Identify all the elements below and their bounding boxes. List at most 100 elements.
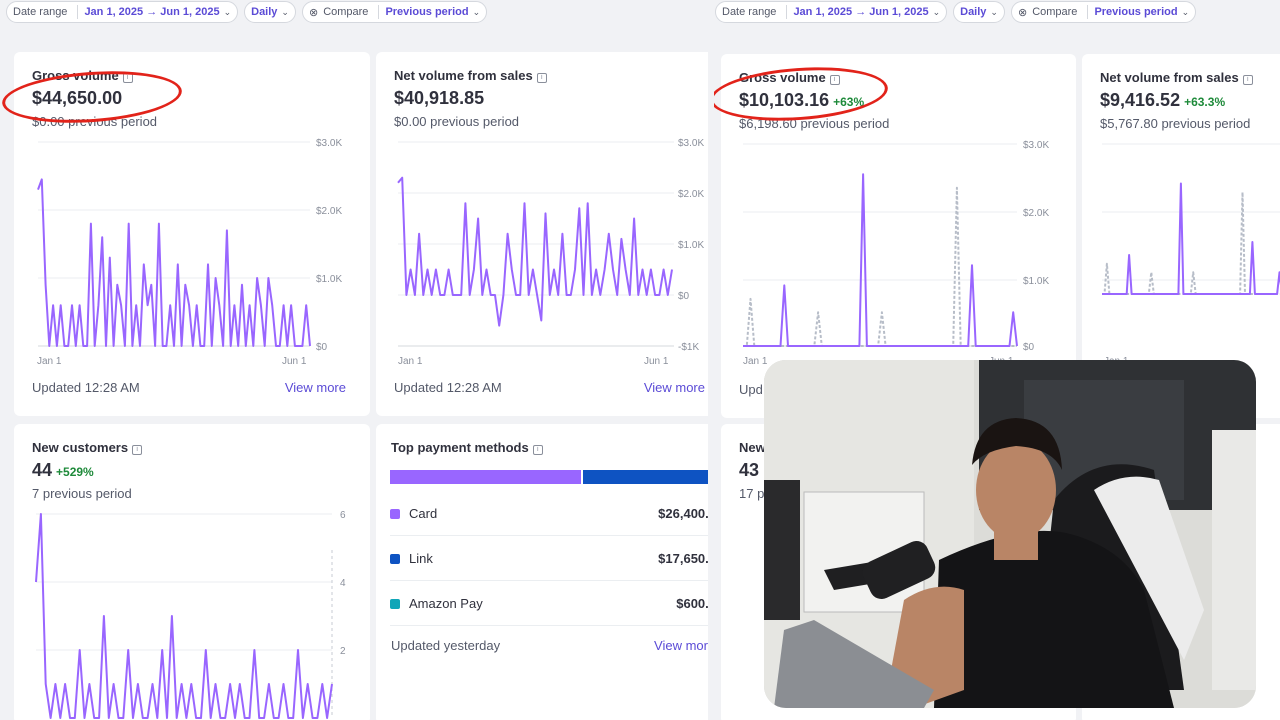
new-customers-card[interactable]: New customers i 44 +529% 7 previous period… bbox=[14, 424, 370, 720]
change-badge: +63% bbox=[833, 95, 865, 109]
change-badge: +529% bbox=[56, 465, 94, 479]
x-tick-label: Jun 1 bbox=[282, 356, 307, 367]
y-tick-label: $1.0K bbox=[316, 274, 342, 285]
date-range-filter[interactable]: Date range Jan 1, 2025 → Jun 1, 2025 ⌄ bbox=[715, 1, 948, 23]
payment-method-row[interactable]: Amazon Pay $600.0 bbox=[390, 582, 708, 626]
compare-filter[interactable]: ⊗ Compare Previous period ⌄ bbox=[1010, 1, 1197, 23]
series-polyline bbox=[743, 173, 1018, 347]
new-customers-value: 43 bbox=[739, 460, 760, 480]
card-title: New customers i bbox=[32, 440, 143, 455]
series-line bbox=[397, 176, 673, 327]
chevron-down-icon: ⌄ bbox=[932, 6, 941, 17]
info-icon[interactable]: i bbox=[132, 445, 143, 455]
interval-filter[interactable]: Daily ⌄ bbox=[953, 1, 1005, 23]
y-tick-label: $3.0K bbox=[678, 138, 704, 149]
interval-value: Daily bbox=[251, 6, 278, 18]
x-tick-label: Jun 1 bbox=[644, 356, 669, 367]
gross-volume-chart: $3.0K $2.0K $1.0K $0 Jan 1 Jun 1 bbox=[743, 140, 1049, 367]
interval-filter[interactable]: Daily ⌄ bbox=[244, 1, 296, 23]
compare-filter[interactable]: ⊗ Compare Previous period ⌄ bbox=[301, 1, 488, 23]
compare-label: Compare bbox=[323, 6, 369, 18]
info-icon[interactable]: i bbox=[1242, 75, 1253, 85]
y-tick-label: $2.0K bbox=[316, 206, 342, 217]
y-tick-label: -$1K bbox=[678, 342, 699, 353]
y-tick-label: 6 bbox=[340, 510, 346, 521]
compare-label: Compare bbox=[1032, 6, 1078, 18]
payment-method-row[interactable]: Link $17,650.0 bbox=[390, 537, 708, 581]
presenter-photo bbox=[764, 360, 1256, 708]
series-line bbox=[35, 513, 333, 719]
gross-volume-chart: $3.0K $2.0K $1.0K $0 Jan 1 Jun 1 bbox=[37, 138, 342, 367]
previous-period-text: 17 p bbox=[739, 486, 765, 501]
series-line bbox=[1102, 182, 1280, 295]
gross-volume-card[interactable]: Gross volume i $44,650.00 $0.00 previous … bbox=[14, 52, 370, 416]
series-line bbox=[743, 173, 1018, 347]
x-tick-label: Jan 1 bbox=[743, 356, 768, 367]
method-name: Amazon Pay bbox=[409, 596, 483, 611]
clear-circle-icon[interactable]: ⊗ bbox=[1017, 6, 1028, 19]
link-color-swatch bbox=[390, 553, 400, 564]
date-range-label: Date range bbox=[722, 6, 777, 18]
new-customers-value: 44 +529% bbox=[32, 460, 94, 480]
card-title: Net volume from sales i bbox=[394, 68, 547, 83]
view-more-link[interactable]: View more bbox=[643, 380, 705, 395]
y-tick-label: $0 bbox=[1023, 342, 1035, 353]
compare-value: Previous period bbox=[1094, 6, 1178, 18]
card-color-swatch bbox=[390, 508, 400, 519]
payment-method-row[interactable]: Card $26,400.0 bbox=[390, 492, 708, 536]
view-more-link[interactable]: View more bbox=[284, 380, 346, 395]
date-range-value: Jan 1, 2025 → Jun 1, 2025 bbox=[793, 6, 929, 18]
date-range-filter[interactable]: Date range Jan 1, 2025 → Jun 1, 2025 ⌄ bbox=[6, 1, 239, 23]
card-title: Net volume from sales i bbox=[1100, 70, 1253, 85]
y-tick-label: $3.0K bbox=[316, 138, 342, 149]
previous-period-text: $0.00 previous period bbox=[394, 114, 520, 129]
chevron-down-icon: ⌄ bbox=[472, 6, 481, 17]
webcam-overlay bbox=[764, 360, 1256, 708]
card-share-segment bbox=[390, 470, 581, 484]
info-icon[interactable]: i bbox=[122, 73, 133, 83]
change-badge: +63.3% bbox=[1184, 95, 1226, 109]
method-amount: $17,650.0 bbox=[658, 551, 708, 566]
y-tick-label: $1.0K bbox=[678, 240, 704, 251]
gross-volume-card[interactable]: Gross volume i $10,103.16 +63% $6,198.60 p… bbox=[721, 54, 1076, 418]
clear-circle-icon[interactable]: ⊗ bbox=[308, 6, 319, 19]
pill-divider bbox=[77, 5, 79, 19]
previous-period-text: $6,198.60 previous period bbox=[739, 116, 890, 131]
updated-timestamp: Updated 12:28 AM bbox=[394, 380, 502, 395]
info-icon[interactable]: i bbox=[829, 75, 840, 85]
chevron-down-icon: ⌄ bbox=[281, 6, 289, 17]
compare-value: Previous period bbox=[385, 6, 469, 18]
series-line bbox=[37, 178, 311, 347]
filter-bar: Date range Jan 1, 2025 → Jun 1, 2025 ⌄ D… bbox=[0, 0, 708, 24]
updated-timestamp: Updated 12:28 AM bbox=[32, 380, 140, 395]
series-polyline bbox=[397, 176, 673, 327]
updated-timestamp: Upd bbox=[739, 382, 763, 397]
method-amount: $600.0 bbox=[676, 596, 708, 611]
chevron-down-icon: ⌄ bbox=[223, 6, 232, 17]
filter-bar: Date range Jan 1, 2025 → Jun 1, 2025 ⌄ D… bbox=[714, 0, 1280, 24]
payment-share-bar bbox=[390, 470, 708, 484]
updated-timestamp: Updated yesterday bbox=[391, 638, 501, 653]
info-icon[interactable]: i bbox=[532, 445, 543, 455]
left-dashboard-panel: Date range Jan 1, 2025 → Jun 1, 2025 ⌄ D… bbox=[0, 0, 708, 720]
y-tick-label: $0 bbox=[316, 342, 328, 353]
pill-divider bbox=[1087, 5, 1089, 19]
net-volume-chart: $3.0K $2.0K $1.0K $0 -$1K Jan 1 Jun 1 bbox=[397, 138, 704, 367]
net-volume-value: $9,416.52 +63.3% bbox=[1100, 90, 1226, 110]
view-more-link[interactable]: View mor bbox=[654, 638, 708, 653]
chevron-down-icon: ⌄ bbox=[1181, 6, 1190, 17]
previous-period-text: $0.00 previous period bbox=[32, 114, 158, 129]
previous-period-text: $5,767.80 previous period bbox=[1100, 116, 1251, 131]
info-icon[interactable]: i bbox=[536, 73, 547, 83]
y-tick-label: 2 bbox=[340, 646, 346, 657]
y-tick-label: $0 bbox=[678, 291, 690, 302]
series-polyline bbox=[37, 178, 311, 347]
net-volume-card[interactable]: Net volume from sales i $40,918.85 $0.00 … bbox=[376, 52, 708, 416]
x-tick-label: Jan 1 bbox=[37, 356, 62, 367]
net-volume-value: $40,918.85 bbox=[394, 88, 485, 108]
y-tick-label: 4 bbox=[340, 578, 346, 589]
new-customers-chart: 6 4 2 bbox=[35, 510, 346, 719]
chevron-down-icon: ⌄ bbox=[990, 6, 998, 17]
series-polyline bbox=[35, 513, 333, 719]
